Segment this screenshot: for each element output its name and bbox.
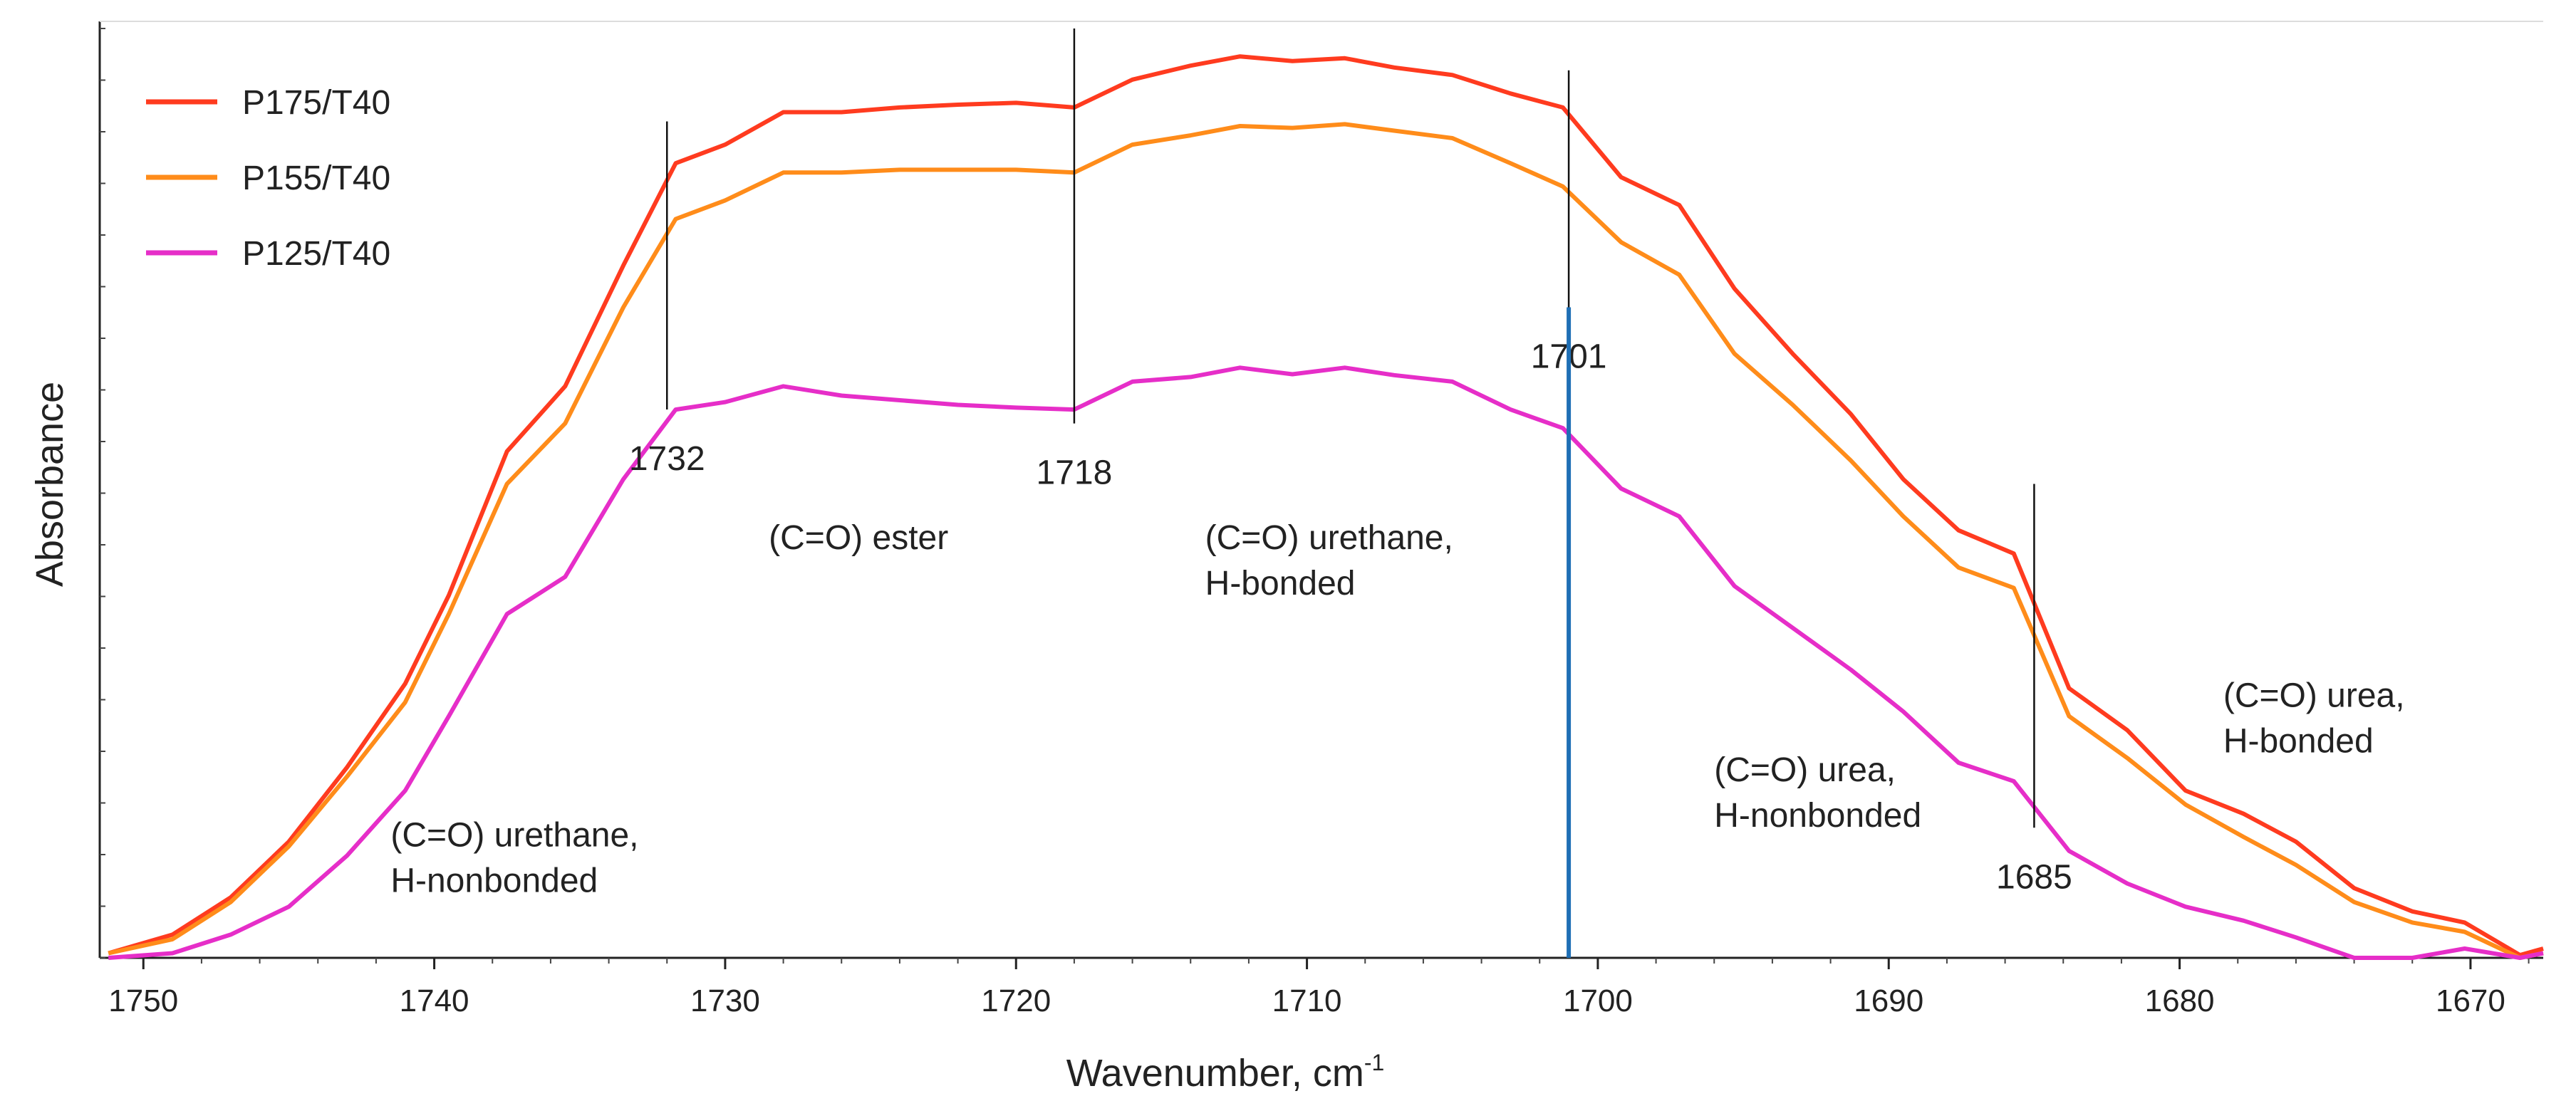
x-tick-label: 1700 <box>1563 983 1633 1018</box>
x-tick-label: 1720 <box>981 983 1051 1018</box>
peak-marker-label: 1685 <box>1996 858 2072 896</box>
peak-marker-label: 1718 <box>1037 454 1113 492</box>
annotation-text: (C=O) ester <box>769 519 948 557</box>
annotation-line: (C=O) urea, <box>1714 751 1896 789</box>
series-line-1 <box>108 122 2544 960</box>
annotation-line: H-bonded <box>1205 565 1356 602</box>
annotation-line: (C=O) urea, <box>2223 677 2405 715</box>
annotation-line: (C=O) ester <box>769 519 948 557</box>
annotation-text: (C=O) urethane, H-nonbonded <box>390 816 638 899</box>
legend: P175/T40 P155/T40 P125/T40 <box>146 84 390 273</box>
x-tick-label: 1740 <box>400 983 469 1018</box>
legend-label: P175/T40 <box>242 84 390 122</box>
annotation-text: (C=O) urea, H-nonbonded <box>1714 751 1921 835</box>
legend-label: P155/T40 <box>242 160 390 197</box>
annotation-line: (C=O) urethane, <box>390 816 638 854</box>
x-tick-label: 1680 <box>2145 983 2215 1018</box>
annotation-line: H-bonded <box>2223 723 2374 761</box>
x-tick-label: 1730 <box>690 983 760 1018</box>
x-tick-label: 1750 <box>108 983 178 1018</box>
annotation-line: H-nonbonded <box>1714 797 1921 835</box>
x-axis-title-superscript: -1 <box>1364 1050 1384 1075</box>
x-tick-label: 1670 <box>2436 983 2505 1018</box>
annotation-line: (C=O) urethane, <box>1205 519 1453 557</box>
series-lines <box>108 54 2544 960</box>
chart-axes: 1750 1740 1730 1720 1710 1700 1690 1680 1670 <box>98 21 2543 1018</box>
series-line-0 <box>108 54 2544 958</box>
peak-marker-label: 1732 <box>629 440 705 478</box>
legend-label: P125/T40 <box>242 235 390 273</box>
annotation-text: (C=O) urethane, H-bonded <box>1205 519 1453 602</box>
x-axis-title: Wavenumber, cm-1 <box>1066 1050 1385 1095</box>
x-axis-title-text: Wavenumber, cm <box>1066 1052 1364 1095</box>
x-tick-label: 1690 <box>1854 983 1923 1018</box>
series-line-2 <box>108 365 2544 960</box>
annotation-text: (C=O) urea, H-bonded <box>2223 677 2405 761</box>
x-tick-label: 1710 <box>1272 983 1342 1018</box>
annotation-line: H-nonbonded <box>390 862 598 899</box>
annotations: (C=O) urethane, H-nonbonded (C=O) ester (C=… <box>390 519 2404 900</box>
y-axis-title: Absorbance <box>28 382 71 587</box>
